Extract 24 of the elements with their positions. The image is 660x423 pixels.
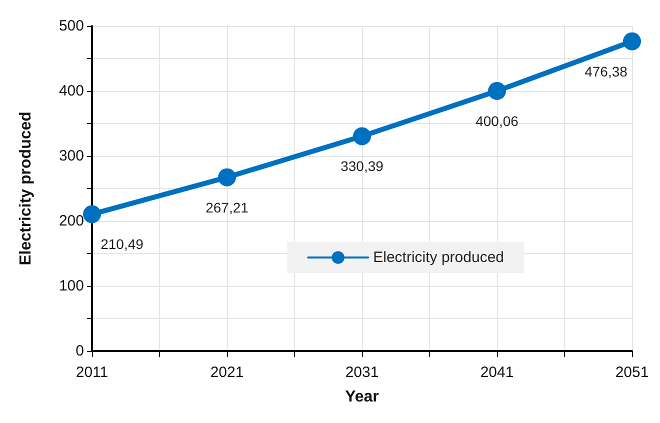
point — [623, 32, 641, 50]
point — [488, 82, 506, 100]
x-tick-label: 2031 — [345, 364, 379, 381]
x-tick-label: 2011 — [76, 364, 108, 381]
data-label: 330,39 — [340, 158, 384, 174]
x-axis-title: Year — [345, 388, 379, 406]
data-label: 400,06 — [476, 112, 519, 129]
y-tick-label: 100 — [58, 278, 84, 294]
point — [353, 127, 371, 146]
point — [218, 168, 236, 186]
y-tick-label: 0 — [76, 342, 84, 360]
data-label: 267,21 — [206, 199, 249, 216]
y-axis-title: Electricity produced — [18, 112, 34, 266]
legend-label: Electricity produced — [373, 249, 504, 266]
data-label: 210,49 — [100, 236, 144, 252]
y-tick-label: 400 — [58, 82, 84, 100]
y-tick-label: 300 — [58, 148, 84, 164]
y-tick-label: 200 — [58, 212, 84, 230]
y-tick-label: 500 — [58, 18, 84, 34]
x-tick-label: 2041 — [480, 364, 514, 381]
data-label: 476,38 — [584, 63, 628, 80]
x-tick-label: 2021 — [210, 364, 244, 381]
x-tick-label: 2051 — [615, 364, 649, 381]
point — [83, 205, 101, 224]
